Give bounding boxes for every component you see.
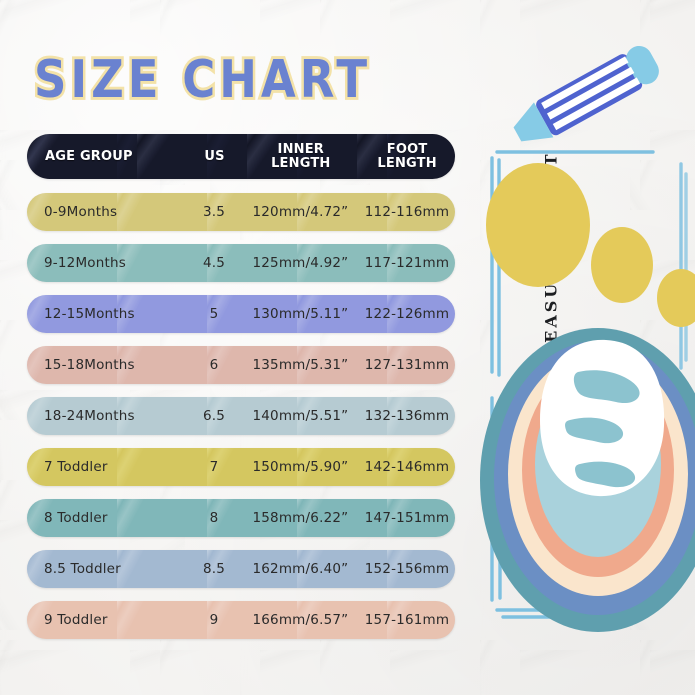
- header-foot-length: FOOT LENGTH: [359, 143, 455, 170]
- table-row: 8.5 Toddler 8.5 162mm/6.40” 152-156mm: [27, 550, 455, 588]
- cell-inner-length: 158mm/6.22”: [252, 510, 349, 526]
- cell-foot-length: 142-146mm: [364, 459, 450, 475]
- cell-us: 4.5: [202, 255, 226, 271]
- pencil-icon: [513, 45, 659, 142]
- cell-inner-length: 130mm/5.11”: [252, 306, 349, 322]
- header-us: US: [204, 148, 225, 164]
- cell-age-group: 15-18Months: [44, 357, 135, 373]
- table-row: 18-24Months 6.5 140mm/5.51” 132-136mm: [27, 397, 455, 435]
- foot-outline-icon: [480, 163, 695, 632]
- cell-inner-length: 120mm/4.72”: [252, 204, 349, 220]
- cell-age-group: 9 Toddler: [44, 612, 108, 628]
- cell-foot-length: 152-156mm: [364, 561, 450, 577]
- cell-us: 8.5: [202, 561, 226, 577]
- cell-us: 6.5: [202, 408, 226, 424]
- toe-third: [657, 269, 695, 327]
- cell-us: 8: [209, 510, 219, 526]
- cell-foot-length: 122-126mm: [364, 306, 450, 322]
- cell-us: 5: [209, 306, 219, 322]
- table-row: 15-18Months 6 135mm/5.31” 127-131mm: [27, 346, 455, 384]
- toe-second: [591, 227, 653, 303]
- sole-notch-middle: [565, 417, 624, 444]
- cell-age-group: 12-15Months: [44, 306, 135, 322]
- cell-us: 3.5: [202, 204, 226, 220]
- cell-inner-length: 140mm/5.51”: [252, 408, 349, 424]
- table-row: 9-12Months 4.5 125mm/4.92” 117-121mm: [27, 244, 455, 282]
- page-title: SIZE CHART: [31, 46, 372, 112]
- cell-us: 7: [209, 459, 219, 475]
- cell-foot-length: 127-131mm: [364, 357, 450, 373]
- cell-inner-length: 162mm/6.40”: [252, 561, 349, 577]
- sole-notch-bottom: [575, 461, 636, 488]
- cell-age-group: 8 Toddler: [44, 510, 108, 526]
- table-row: 8 Toddler 8 158mm/6.22” 147-151mm: [27, 499, 455, 537]
- pencil-stripe-1: [541, 56, 629, 110]
- cell-foot-length: 112-116mm: [364, 204, 450, 220]
- cell-foot-length: 147-151mm: [364, 510, 450, 526]
- pencil-stripe-2: [546, 66, 635, 120]
- size-table: AGE GROUP US INNER LENGTH FOOT LENGTH 0-…: [27, 134, 455, 652]
- cell-foot-length: 132-136mm: [364, 408, 450, 424]
- cell-age-group: 18-24Months: [44, 408, 135, 424]
- table-row: 12-15Months 5 130mm/5.11” 122-126mm: [27, 295, 455, 333]
- sole-white-body: [540, 339, 665, 497]
- cell-us: 6: [209, 357, 219, 373]
- measuring-feet-illustration: MEASURING FEET: [455, 45, 695, 640]
- table-row: 7 Toddler 7 150mm/5.90” 142-146mm: [27, 448, 455, 486]
- header-inner-length-line2: LENGTH: [271, 155, 331, 171]
- cell-inner-length: 125mm/4.92”: [252, 255, 349, 271]
- cell-inner-length: 135mm/5.31”: [252, 357, 349, 373]
- table-rows: 0-9Months 3.5 120mm/4.72” 112-116mm 9-12Mont…: [27, 193, 455, 639]
- table-row: 0-9Months 3.5 120mm/4.72” 112-116mm: [27, 193, 455, 231]
- header-inner-length: INNER LENGTH: [242, 143, 359, 170]
- pencil-eraser: [626, 45, 659, 85]
- cell-inner-length: 150mm/5.90”: [252, 459, 349, 475]
- header-age-group: AGE GROUP: [45, 148, 133, 164]
- table-header-row: AGE GROUP US INNER LENGTH FOOT LENGTH: [27, 134, 455, 179]
- cell-foot-length: 157-161mm: [364, 612, 450, 628]
- cell-age-group: 9-12Months: [44, 255, 126, 271]
- sole-notch-top: [573, 370, 640, 404]
- cell-us: 9: [209, 612, 219, 628]
- pencil-tip: [513, 102, 554, 142]
- header-foot-length-line2: LENGTH: [377, 155, 437, 171]
- cell-inner-length: 166mm/6.57”: [252, 612, 349, 628]
- cell-foot-length: 117-121mm: [364, 255, 450, 271]
- toe-big: [486, 163, 590, 287]
- pencil-stripe-3: [552, 77, 641, 131]
- header-inner-length-line1: INNER: [277, 142, 325, 158]
- cell-age-group: 0-9Months: [44, 204, 118, 220]
- header-foot-length-line1: FOOT: [386, 142, 428, 158]
- cell-age-group: 7 Toddler: [44, 459, 108, 475]
- cell-age-group: 8.5 Toddler: [44, 561, 121, 577]
- table-row: 9 Toddler 9 166mm/6.57” 157-161mm: [27, 601, 455, 639]
